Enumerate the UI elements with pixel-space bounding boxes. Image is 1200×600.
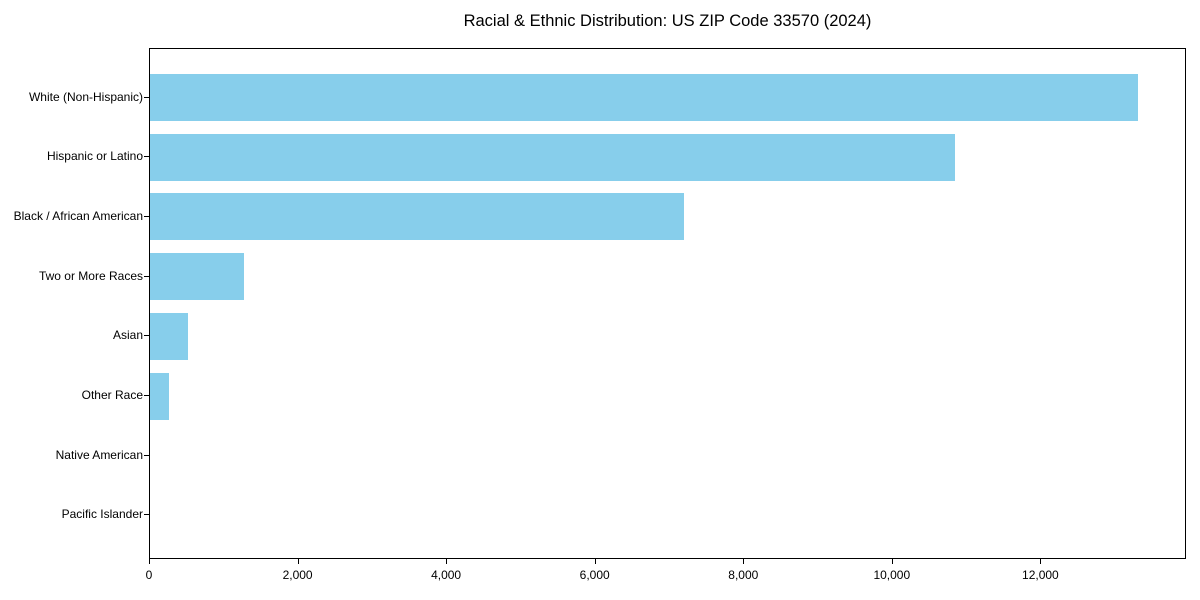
y-tick-mark	[144, 514, 149, 516]
plot-area	[149, 48, 1186, 559]
y-tick-mark	[144, 215, 149, 217]
x-tick-label-10000: 10,000	[873, 568, 911, 582]
bar-asian	[150, 312, 188, 360]
y-tick-mark	[144, 454, 149, 456]
y-tick-mark	[144, 156, 149, 158]
chart-title: Racial & Ethnic Distribution: US ZIP Cod…	[463, 12, 872, 30]
bar-other-race	[150, 372, 169, 420]
x-tick-mark	[743, 559, 745, 564]
y-tick-label-black-african-american: Black / African American	[13, 208, 143, 223]
x-tick-mark	[1040, 559, 1042, 564]
y-tick-label-hispanic-or-latino: Hispanic or Latino	[46, 149, 143, 164]
bar-hispanic-or-latino	[150, 133, 956, 181]
x-tick-mark	[297, 559, 299, 564]
y-tick-mark	[144, 96, 149, 98]
y-tick-label-white-non-hispanic: White (Non-Hispanic)	[28, 89, 143, 104]
x-tick-mark	[594, 559, 596, 564]
x-tick-mark	[891, 559, 893, 564]
x-tick-label-8000: 8,000	[728, 568, 759, 582]
x-tick-mark	[149, 559, 150, 564]
x-tick-label-4000: 4,000	[431, 568, 462, 582]
bar-black-african-american	[150, 193, 685, 241]
y-tick-label-two-or-more-races: Two or More Races	[38, 268, 143, 283]
x-tick-label-12000: 12,000	[1022, 568, 1059, 582]
y-tick-label-asian: Asian	[112, 328, 143, 343]
x-tick-label-2000: 2,000	[282, 568, 313, 582]
y-tick-label-pacific-islander: Pacific Islander	[61, 507, 143, 522]
x-tick-mark	[446, 559, 448, 564]
x-tick-label-0: 0	[145, 568, 153, 582]
y-tick-mark	[144, 275, 149, 277]
x-tick-label-6000: 6,000	[579, 568, 610, 582]
y-tick-label-native-american: Native American	[55, 447, 143, 462]
y-tick-mark	[144, 335, 149, 337]
bar-white-non-hispanic	[150, 74, 1138, 121]
bar-two-or-more-races	[150, 253, 245, 301]
y-tick-mark	[144, 395, 149, 396]
y-tick-label-other-race: Other Race	[81, 388, 143, 402]
